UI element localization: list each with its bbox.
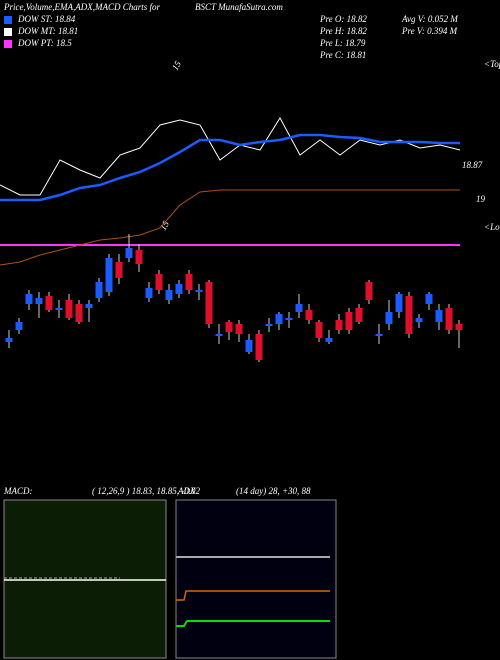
candle-body <box>115 262 123 278</box>
candle-body <box>215 334 223 336</box>
candle-body <box>75 304 83 322</box>
low-mark: 15 <box>158 219 171 232</box>
candle-body <box>305 310 313 320</box>
candle-body <box>55 308 63 310</box>
legend-label: DOW PT: 18.5 <box>17 38 72 48</box>
candle-body <box>85 304 93 308</box>
legend: DOW ST: 18.84 DOW MT: 18.81 DOW PT: 18.5 <box>4 14 78 48</box>
di-minus-line <box>176 590 330 601</box>
candles <box>5 234 463 362</box>
candle-body <box>125 248 133 258</box>
candle-body <box>195 290 203 292</box>
macd-label: MACD: <box>3 486 33 496</box>
macd-panel <box>3 499 167 659</box>
candle-body <box>175 284 183 294</box>
candle-body <box>455 324 463 330</box>
legend-swatch <box>4 40 12 48</box>
candle-body <box>145 288 153 298</box>
candle-body <box>185 274 193 290</box>
candle-body <box>335 320 343 330</box>
candle-body <box>135 250 143 264</box>
candle-body <box>395 294 403 312</box>
indicator-line <box>0 133 460 202</box>
volume-stat: Pre V: 0.394 M <box>401 26 458 36</box>
candle-body <box>295 304 303 312</box>
indicator-line <box>0 189 460 266</box>
candle-body <box>45 296 53 310</box>
candle-body <box>365 282 373 300</box>
candle-body <box>95 282 103 298</box>
candle-body <box>105 258 113 292</box>
candle-body <box>165 290 173 300</box>
candle-body <box>285 318 293 320</box>
candle-body <box>415 318 423 322</box>
price-label: 18.87 <box>462 160 483 170</box>
candle-body <box>245 340 253 352</box>
lows-label: <Lows <box>484 222 500 232</box>
candle-body <box>385 312 393 324</box>
candle-body <box>325 338 333 342</box>
site-name: BSCT MunafaSutra.com <box>195 2 283 12</box>
candle-body <box>355 308 363 322</box>
legend-swatch <box>4 16 12 24</box>
candle-body <box>435 310 443 322</box>
candle-body <box>255 334 263 360</box>
stat: Pre O: 18.82 <box>319 14 367 24</box>
indicator-line <box>0 117 461 196</box>
tops-label: <Tops <box>484 59 500 69</box>
candle-body <box>5 338 13 342</box>
stat: Pre L: 18.79 <box>319 38 366 48</box>
line-label: 19 <box>476 194 486 204</box>
candle-body <box>65 300 73 318</box>
candle-body <box>235 324 243 334</box>
legend-label: DOW MT: 18.81 <box>17 26 78 36</box>
stat: Pre H: 18.82 <box>319 26 367 36</box>
candle-body <box>315 322 323 338</box>
di-plus-line <box>176 620 330 627</box>
legend-label: DOW ST: 18.84 <box>17 14 76 24</box>
candle-body <box>275 314 283 324</box>
top-mark: 15 <box>170 59 183 72</box>
candle-body <box>345 312 353 330</box>
legend-swatch <box>4 28 12 36</box>
adx-panel <box>175 499 337 659</box>
candle-body <box>35 298 43 304</box>
overlay <box>0 117 461 266</box>
adx-values: (14 day) 28, +30, 88 <box>236 486 311 496</box>
stat: Pre C: 18.81 <box>319 50 366 60</box>
volume-stat: Avg V: 0.052 M <box>401 14 458 24</box>
candle-body <box>375 334 383 336</box>
candle-body <box>265 324 273 326</box>
candle-body <box>25 294 33 304</box>
candle-body <box>155 274 163 290</box>
candle-body <box>405 296 413 334</box>
macd-values: ( 12,26,9 ) 18.83, 18.85, -0.02 <box>92 486 200 496</box>
candle-body <box>205 282 213 324</box>
adx-label: ADX <box>177 486 196 496</box>
candle-body <box>225 322 233 332</box>
candle-body <box>15 322 23 330</box>
candle-body <box>425 294 433 304</box>
page-title: Price,Volume,EMA,ADX,MACD Charts for <box>3 2 160 12</box>
candle-body <box>445 308 453 330</box>
